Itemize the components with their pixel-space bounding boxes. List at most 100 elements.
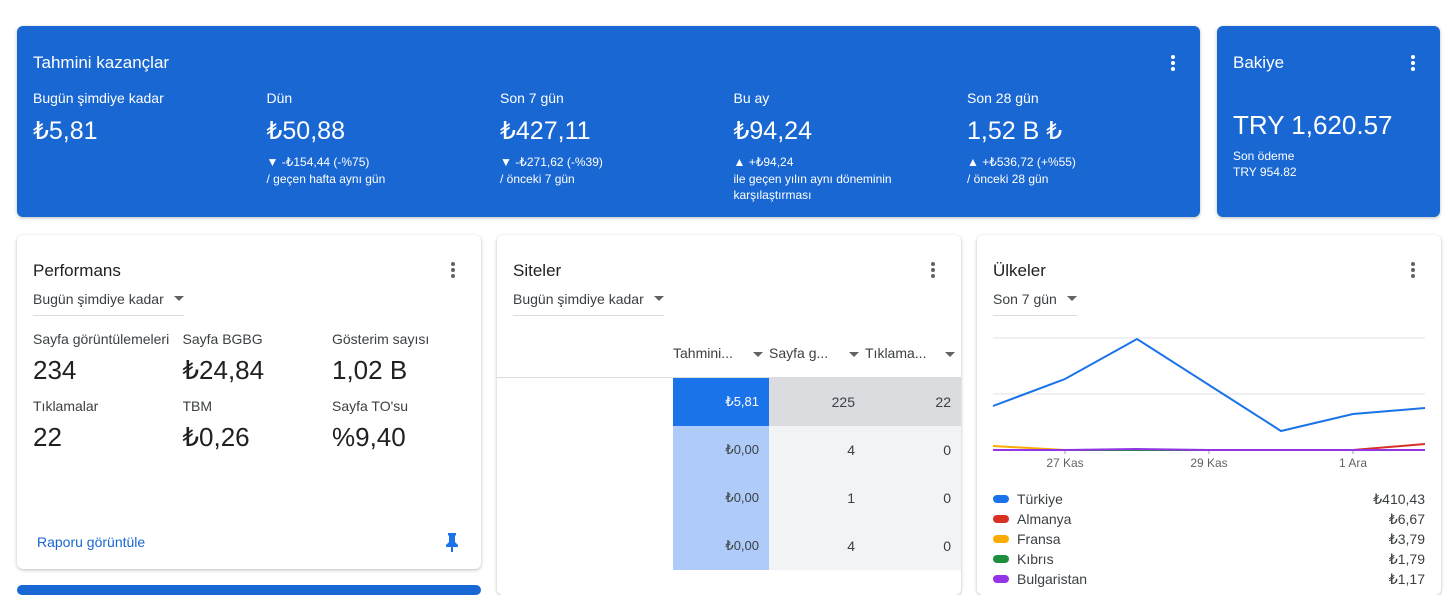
- legend-item: Almanya ₺6,67: [993, 511, 1425, 527]
- period-select[interactable]: Son 7 gün: [993, 291, 1077, 316]
- legend-label: Bulgaristan: [1017, 571, 1088, 587]
- label: Sayfa BGBG: [182, 331, 263, 347]
- legend-total: ₺6,67: [1388, 511, 1425, 527]
- title: Bakiye: [1233, 53, 1285, 72]
- change: ▼ -₺271,62 (-%39): [500, 155, 603, 169]
- table-cell: 0: [865, 426, 961, 474]
- legend-item: Türkiye ₺410,43: [993, 491, 1425, 507]
- label: Son 28 gün: [967, 90, 1039, 106]
- legend-swatch: [993, 575, 1009, 583]
- countries-card: Ülkeler Son 7 gün 27 Kas 29 Kas 1 Ara Türk…: [977, 235, 1441, 595]
- earnings-item: Bu ay ₺94,24 ▲ +₺94,24 ile geçen yılın aynı…: [734, 90, 954, 203]
- x-tick-label: 29 Kas: [1190, 456, 1227, 470]
- value: ₺50,88: [266, 117, 345, 145]
- value: ₺24,84: [182, 355, 265, 385]
- compare: / önceki 7 gün: [500, 172, 575, 186]
- legend-total: ₺3,79: [1388, 531, 1425, 547]
- table-cell: 0: [865, 522, 961, 570]
- label: TBM: [182, 398, 213, 414]
- menu[interactable]: [1411, 262, 1415, 280]
- table-cell: ₺0,00: [673, 426, 769, 474]
- change: ▲ +₺94,24: [733, 155, 794, 169]
- label: Bu ay: [733, 90, 770, 106]
- label: Son 7 gün: [500, 90, 564, 106]
- label: Sayfa görüntülemeleri: [33, 331, 170, 347]
- menu[interactable]: [451, 262, 455, 280]
- label: Dün: [266, 90, 293, 106]
- table-cell: ₺0,00: [673, 474, 769, 522]
- earnings-item: Dün ₺50,88 ▼ -₺154,44 (-%75) / geçen hafta …: [267, 90, 487, 187]
- metric: Gösterim sayısı 1,02 B: [332, 331, 477, 386]
- legend-swatch: [993, 495, 1009, 503]
- x-tick-label: 1 Ara: [1339, 456, 1367, 470]
- label: Gösterim sayısı: [332, 331, 430, 347]
- legend-label: Türkiye: [1017, 491, 1063, 507]
- menu[interactable]: [931, 262, 935, 280]
- title: Siteler: [513, 261, 562, 280]
- table-cell: 1: [769, 474, 865, 522]
- value: ₺427,11: [500, 117, 591, 145]
- label: Bugün şimdiye kadar: [33, 90, 164, 106]
- table-cell: 225: [769, 378, 865, 426]
- legend-label: Kıbrıs: [1017, 551, 1054, 567]
- compare: ile geçen yılın aynı döneminin karşılaşt…: [733, 172, 892, 202]
- change: ▲ +₺536,72 (+%55): [967, 155, 1076, 169]
- metric: TBM ₺0,26: [183, 398, 328, 453]
- report-link[interactable]: Raporu görüntüle: [37, 534, 146, 550]
- pin-icon[interactable]: [443, 531, 461, 553]
- value: 22: [33, 422, 62, 452]
- earnings-item: Son 7 gün ₺427,11 ▼ -₺271,62 (-%39) / öncek…: [500, 90, 720, 187]
- series-line: [993, 447, 1425, 451]
- divider: [497, 377, 961, 378]
- legend-item: Fransa ₺3,79: [993, 531, 1425, 547]
- title: Tahmini kazançlar: [33, 53, 170, 72]
- legend-swatch: [993, 515, 1009, 523]
- earnings-card: Tahmini kazançlar Bugün şimdiye kadar ₺5,…: [17, 26, 1200, 217]
- label: Sayfa TO'su: [332, 398, 409, 414]
- value: 234: [33, 355, 77, 385]
- value: ₺5,81: [33, 117, 98, 145]
- title: Performans: [33, 261, 121, 280]
- column-header[interactable]: Tahmini...: [673, 345, 763, 361]
- x-tick-label: 27 Kas: [1046, 456, 1083, 470]
- chart: 27 Kas 29 Kas 1 Ara: [992, 337, 1426, 470]
- column-header[interactable]: Tıklama...: [865, 345, 955, 361]
- value: 1,52 B ₺: [967, 117, 1063, 145]
- balance-card: Bakiye TRY 1,620.57 Son ödeme TRY 954.82: [1217, 26, 1440, 217]
- table-cell: ₺0,00: [673, 522, 769, 570]
- metric: Tıklamalar 22: [33, 398, 178, 453]
- title: Ülkeler: [993, 261, 1046, 280]
- label: Son ödeme: [1233, 149, 1295, 163]
- metric: Sayfa TO'su %9,40: [332, 398, 477, 453]
- compare: / önceki 28 gün: [967, 172, 1049, 186]
- period-select[interactable]: Bugün şimdiye kadar: [33, 291, 184, 316]
- sites-card: Siteler Bugün şimdiye kadar Tahmini... Sa…: [497, 235, 961, 595]
- legend-total: ₺410,43: [1373, 491, 1425, 507]
- column-header[interactable]: Sayfa g...: [769, 345, 859, 361]
- metric: Sayfa BGBG ₺24,84: [183, 331, 328, 386]
- value: 1,02 B: [332, 355, 408, 385]
- amount: TRY 1,620.57: [1233, 110, 1393, 140]
- earnings-item: Bugün şimdiye kadar ₺5,81: [33, 90, 253, 146]
- value: TRY 954.82: [1233, 165, 1297, 179]
- table-cell: 0: [865, 474, 961, 522]
- table-cell: 22: [865, 378, 961, 426]
- change: ▼ -₺154,44 (-%75): [266, 155, 370, 169]
- next-card: [17, 585, 481, 595]
- value: ₺0,26: [182, 422, 250, 452]
- period-select[interactable]: Bugün şimdiye kadar: [513, 291, 664, 316]
- legend-swatch: [993, 555, 1009, 563]
- metric: Sayfa görüntülemeleri 234: [33, 331, 178, 386]
- menu[interactable]: [1171, 55, 1175, 73]
- legend-swatch: [993, 535, 1009, 543]
- label: Tıklamalar: [33, 398, 99, 414]
- table-cell: ₺5,81: [673, 378, 769, 426]
- performance-card: Performans Bugün şimdiye kadar Sayfa gör…: [17, 235, 481, 569]
- legend-item: Bulgaristan ₺1,17: [993, 571, 1425, 587]
- value: %9,40: [332, 422, 406, 452]
- legend-total: ₺1,79: [1388, 551, 1425, 567]
- compare: / geçen hafta aynı gün: [266, 172, 386, 186]
- menu[interactable]: [1411, 55, 1415, 73]
- earnings-item: Son 28 gün 1,52 B ₺ ▲ +₺536,72 (+%55) / önc…: [967, 90, 1187, 187]
